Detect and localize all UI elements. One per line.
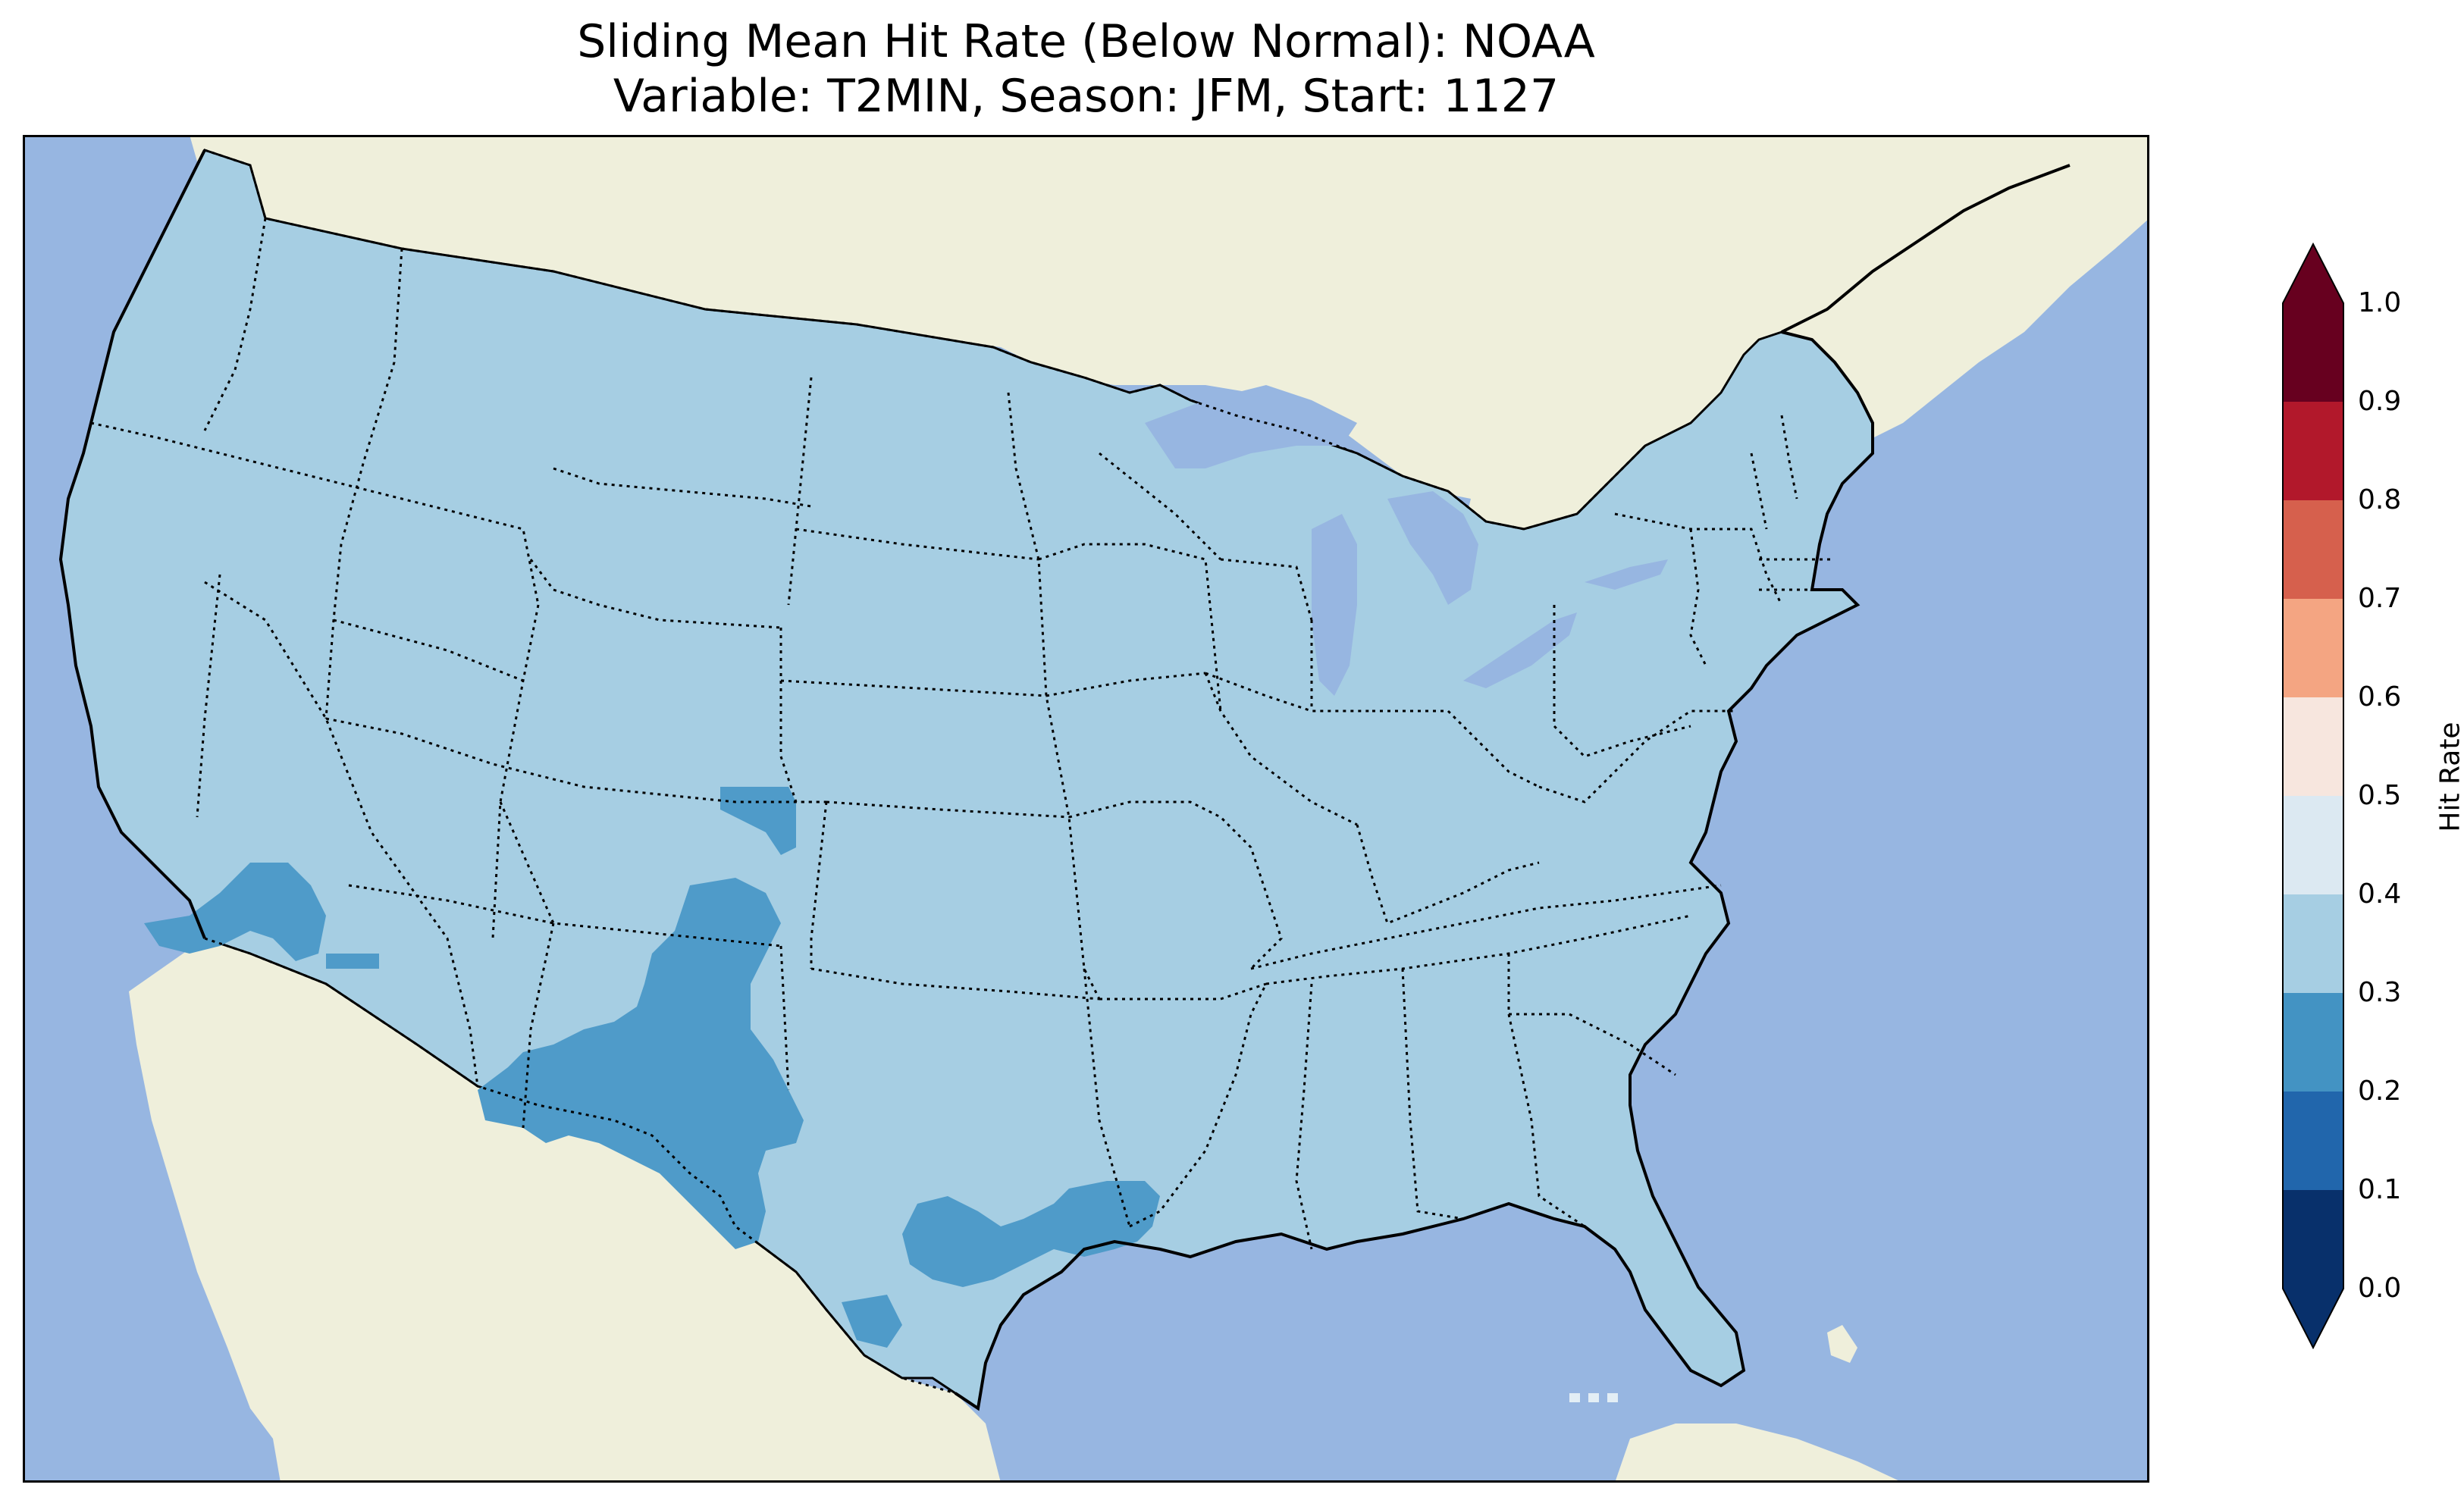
lake-michigan bbox=[1312, 514, 1357, 696]
lake-huron bbox=[1387, 491, 1478, 605]
cuba bbox=[1615, 1424, 1903, 1483]
colorbar-tick-label: 0.2 bbox=[2358, 1076, 2402, 1107]
colorbar-segment bbox=[2283, 599, 2343, 697]
low-region-colorado bbox=[720, 787, 796, 855]
chart-title-line1: Sliding Mean Hit Rate (Below Normal): NO… bbox=[577, 15, 1595, 68]
colorbar-segment bbox=[2283, 1092, 2343, 1190]
colorbar-extend-max bbox=[2283, 244, 2343, 303]
us-hit-rate-map bbox=[23, 135, 2149, 1483]
bahamas bbox=[1827, 1325, 1857, 1363]
keys-cell-2 bbox=[1588, 1393, 1599, 1402]
colorbar-tick-label: 0.3 bbox=[2358, 977, 2402, 1008]
low-region-arizona-strip bbox=[326, 954, 379, 969]
us-mexico-border bbox=[204, 937, 956, 1395]
low-region-new-mexico-texas bbox=[478, 878, 804, 1249]
colorbar-segment bbox=[2283, 894, 2343, 993]
high-hit-rate-cells bbox=[1569, 1393, 1618, 1402]
colorbar-tick-label: 0.0 bbox=[2358, 1273, 2402, 1304]
colorbar-tick-label: 0.7 bbox=[2358, 583, 2402, 614]
map-frame bbox=[23, 135, 2149, 1483]
coastlines bbox=[58, 149, 2071, 1411]
colorbar-outline bbox=[2282, 243, 2344, 1349]
chart-title-line2: Variable: T2MIN, Season: JFM, Start: 112… bbox=[613, 70, 1560, 123]
lake-ontario bbox=[1585, 559, 1668, 590]
colorbar-tick-label: 0.4 bbox=[2358, 879, 2402, 910]
low-hit-rate-regions bbox=[144, 787, 1160, 1348]
colorbar-segments bbox=[2283, 244, 2343, 1348]
keys-cell-3 bbox=[1607, 1393, 1618, 1402]
great-lakes bbox=[1145, 385, 1668, 696]
low-region-central-texas bbox=[902, 1181, 1160, 1287]
colorbar-segment bbox=[2283, 402, 2343, 500]
us-canada-border bbox=[204, 149, 1647, 531]
colorbar-segment bbox=[2283, 993, 2343, 1092]
colorbar-tick-label: 0.5 bbox=[2358, 780, 2402, 811]
low-region-south-texas bbox=[842, 1295, 902, 1348]
colorbar-tick-label: 1.0 bbox=[2358, 287, 2402, 318]
colorbar-segment bbox=[2283, 796, 2343, 894]
colorbar-segment bbox=[2283, 303, 2343, 402]
low-region-southern-california bbox=[144, 863, 326, 961]
lake-erie bbox=[1463, 612, 1577, 688]
colorbar-tick-label: 0.6 bbox=[2358, 681, 2402, 713]
colorbar-segment bbox=[2283, 697, 2343, 796]
map-panel bbox=[23, 135, 2149, 1483]
colorbar-tick-label: 0.1 bbox=[2358, 1174, 2402, 1205]
colorbar-tick-label: 0.9 bbox=[2358, 386, 2402, 417]
colorbar-tick-label: 0.8 bbox=[2358, 484, 2402, 515]
colorbar-extend-min bbox=[2283, 1289, 2343, 1348]
state-boundaries bbox=[90, 218, 1835, 1250]
colorbar bbox=[2282, 243, 2344, 1349]
colorbar-label: Hit Rate bbox=[2434, 722, 2464, 832]
colorbar-segment bbox=[2283, 500, 2343, 599]
keys-cell-1 bbox=[1569, 1393, 1580, 1402]
lake-superior bbox=[1145, 385, 1357, 468]
colorbar-segment bbox=[2283, 1190, 2343, 1289]
